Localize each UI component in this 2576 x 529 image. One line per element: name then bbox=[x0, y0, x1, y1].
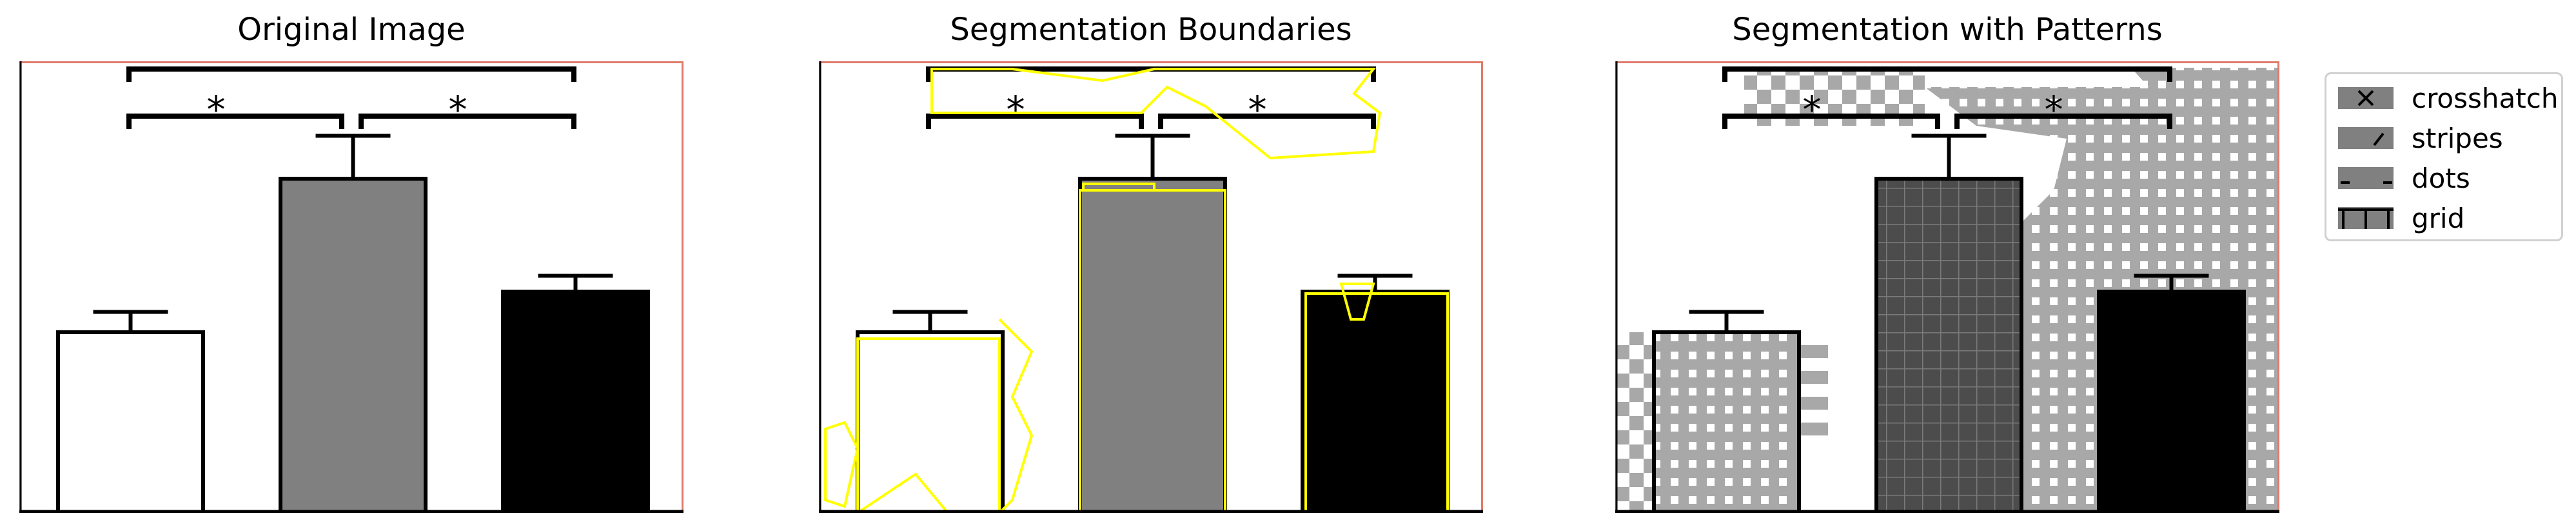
bar-3 bbox=[1301, 290, 1450, 513]
boundary-path-8 bbox=[1339, 283, 1375, 321]
panel-title-patterns: Segmentation with Patterns bbox=[1732, 12, 2163, 48]
boundary-path-3 bbox=[856, 472, 949, 513]
bar-3 bbox=[2097, 290, 2246, 513]
bar-1 bbox=[56, 330, 205, 513]
significance-bracket-1 bbox=[1158, 114, 1376, 129]
stripes-swatch bbox=[2338, 127, 2394, 149]
pattern-region-top-right bbox=[2131, 68, 2279, 152]
legend-label: dots bbox=[2412, 162, 2470, 194]
crosshatch-swatch bbox=[2338, 87, 2394, 109]
significance-bracket-2 bbox=[126, 66, 576, 82]
significance-star-0: * bbox=[207, 88, 226, 132]
significance-star-0: * bbox=[1007, 88, 1025, 132]
significance-star-1: * bbox=[449, 88, 467, 132]
boundary-path-2 bbox=[998, 318, 1034, 513]
pattern-region-checker bbox=[1744, 68, 1925, 126]
bar-2 bbox=[1078, 177, 1227, 513]
significance-bracket-0 bbox=[1722, 114, 1940, 129]
bar-2 bbox=[279, 177, 428, 513]
legend-item-grid: grid bbox=[2338, 202, 2464, 234]
panel-title-original: Original Image bbox=[237, 12, 466, 48]
boundary-path-4 bbox=[930, 68, 1382, 160]
boundary-path-6 bbox=[1079, 189, 1226, 513]
panel-boundaries: * * bbox=[819, 61, 1483, 513]
dots-swatch bbox=[2338, 167, 2394, 189]
pattern-region-left bbox=[1615, 332, 1654, 513]
significance-star-0: * bbox=[1803, 88, 1822, 132]
legend: crosshatch stripes dots grid bbox=[2325, 72, 2563, 241]
boundary-path-0 bbox=[856, 337, 1001, 513]
boundary-path-1 bbox=[824, 421, 860, 508]
legend-label: crosshatch bbox=[2412, 82, 2559, 114]
legend-item-crosshatch: crosshatch bbox=[2338, 82, 2558, 114]
chart-original: * * bbox=[19, 61, 683, 513]
chart-patterns: * * bbox=[1615, 61, 2279, 513]
chart-boundaries: * * bbox=[819, 61, 1483, 513]
bar-1 bbox=[856, 330, 1005, 513]
grid-swatch bbox=[2338, 207, 2394, 229]
bar-2 bbox=[1874, 177, 2023, 513]
bar-3 bbox=[501, 290, 650, 513]
panel-title-boundaries: Segmentation Boundaries bbox=[950, 12, 1352, 48]
boundary-path-7 bbox=[1304, 292, 1449, 513]
significance-bracket-2 bbox=[1722, 66, 2172, 82]
pattern-region-stripes bbox=[1799, 345, 1828, 448]
boundary-path-5 bbox=[1082, 183, 1155, 190]
significance-bracket-1 bbox=[359, 114, 576, 129]
legend-label: grid bbox=[2412, 202, 2465, 234]
panel-patterns: * * bbox=[1615, 61, 2279, 513]
legend-item-dots: dots bbox=[2338, 162, 2470, 194]
significance-star-1: * bbox=[2045, 88, 2063, 132]
panel-original: * * bbox=[19, 61, 683, 513]
significance-bracket-0 bbox=[126, 114, 344, 129]
bar-1 bbox=[1652, 330, 1801, 513]
legend-label: stripes bbox=[2412, 122, 2503, 154]
legend-item-stripes: stripes bbox=[2338, 122, 2503, 154]
significance-star-1: * bbox=[1248, 88, 1267, 132]
significance-bracket-0 bbox=[926, 114, 1144, 129]
significance-bracket-1 bbox=[1954, 114, 2172, 129]
